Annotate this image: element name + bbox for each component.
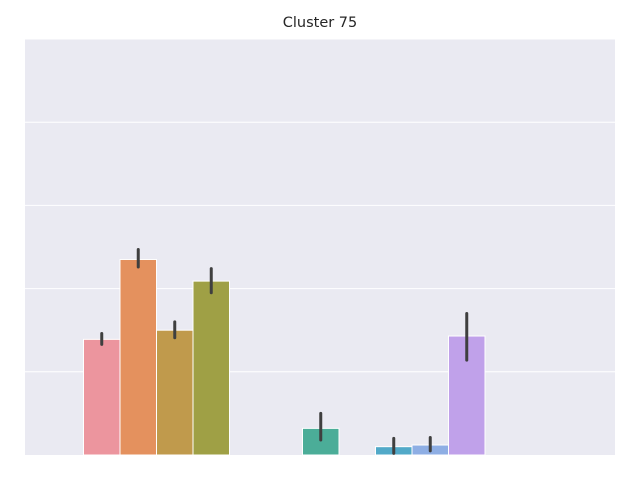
bar [156, 329, 194, 456]
chart-title: Cluster 75 [282, 15, 358, 31]
bar [83, 338, 121, 456]
bars [83, 258, 486, 456]
error-bars [100, 247, 469, 455]
bar [448, 335, 486, 456]
bar [192, 280, 230, 456]
bar [119, 258, 157, 456]
